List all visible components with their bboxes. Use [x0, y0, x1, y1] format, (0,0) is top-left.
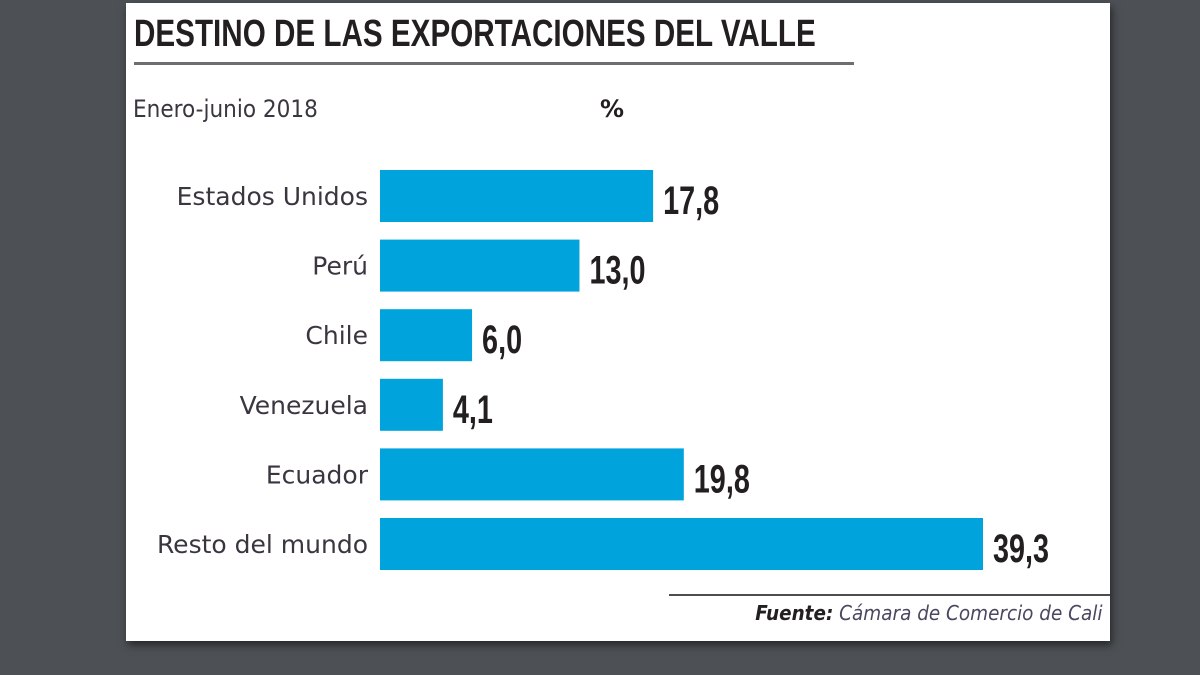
category-label: Ecuador	[266, 460, 369, 489]
bar-group: Chile 6,0	[305, 309, 522, 362]
title-underline	[134, 62, 854, 65]
category-label: Chile	[305, 321, 368, 350]
value-label: 6,0	[482, 318, 522, 363]
bar-group: Estados Unidos 17,8	[177, 170, 719, 223]
bar-group: Perú 13,0	[312, 239, 646, 293]
bar-group: Resto del mundo 39,3	[157, 518, 1049, 571]
bar	[380, 518, 983, 570]
value-label: 17,8	[663, 178, 719, 223]
source-divider	[669, 594, 1110, 596]
bar	[380, 378, 443, 431]
value-label: 39,3	[993, 526, 1049, 571]
chart-title: DESTINO DE LAS EXPORTACIONES DEL VALLE	[134, 13, 816, 55]
value-label: 4,1	[453, 387, 493, 432]
chart-subtitle: Enero-junio 2018	[133, 95, 318, 123]
chart-panel: DESTINO DE LAS EXPORTACIONES DEL VALLE E…	[126, 3, 1110, 641]
source-text: Cámara de Comercio de Cali	[838, 601, 1102, 625]
bar	[380, 239, 580, 292]
category-label: Perú	[312, 252, 368, 281]
bar	[380, 170, 654, 222]
value-label: 19,8	[694, 457, 750, 502]
bar-group: Ecuador 19,8	[266, 448, 750, 502]
bar	[380, 448, 684, 501]
bar	[380, 309, 473, 362]
category-label: Estados Unidos	[177, 182, 368, 211]
category-label: Venezuela	[240, 391, 368, 420]
source-label: Fuente:	[754, 601, 833, 625]
bar-chart: Estados Unidos 17,8 Perú 13,0 Chile 6,0 Venezu…	[157, 170, 1049, 571]
source-note: Fuente: Cámara de Comercio de Cali	[755, 601, 1102, 625]
value-label: 13,0	[589, 248, 645, 293]
category-label: Resto del mundo	[157, 530, 368, 559]
unit-label: %	[600, 95, 625, 123]
bar-group: Venezuela 4,1	[240, 378, 493, 432]
